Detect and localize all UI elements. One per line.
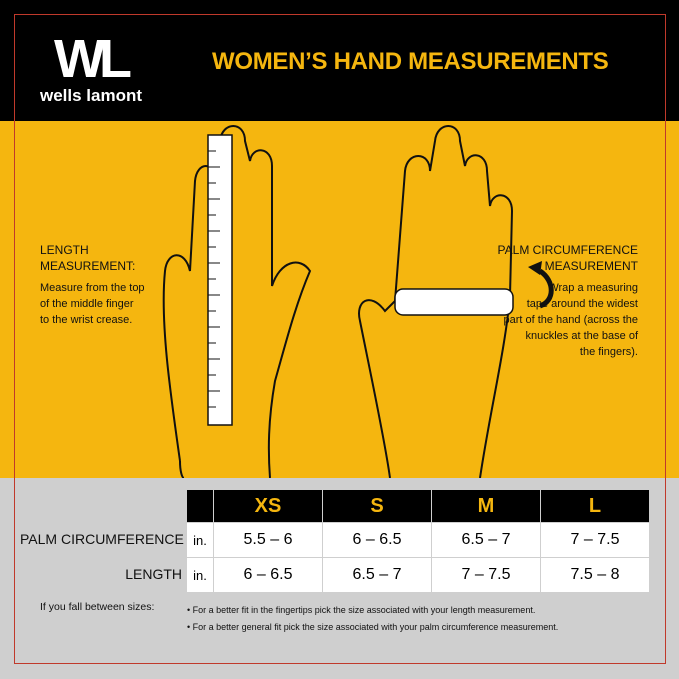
table-row: in. 6 – 6.5 6.5 – 7 7 – 7.5 7.5 – 8 <box>186 557 650 593</box>
size-m: M <box>431 489 541 523</box>
size-xs: XS <box>213 489 323 523</box>
wrap-arrowhead-icon <box>528 261 542 275</box>
unit: in. <box>186 522 214 558</box>
length-heading-1: LENGTH <box>40 243 89 257</box>
palm-line: the fingers). <box>579 346 638 358</box>
palm-line: tape around the widest <box>526 298 638 310</box>
left-hand-icon <box>162 125 312 478</box>
between-sizes-label: If you fall between sizes: <box>40 601 155 613</box>
cell: 6.5 – 7 <box>431 522 541 558</box>
table-row: in. 5.5 – 6 6 – 6.5 6.5 – 7 7 – 7.5 <box>186 522 650 558</box>
note-bullet: • For a better general fit pick the size… <box>187 622 559 632</box>
wrap-arrow-icon <box>538 268 554 309</box>
hands-illustration <box>162 125 554 478</box>
cell: 7 – 7.5 <box>431 557 541 593</box>
note-bullet: • For a better fit in the fingertips pic… <box>187 605 536 615</box>
header-bar <box>0 0 679 121</box>
palm-line: knuckles at the base of <box>525 330 638 342</box>
cell: 7.5 – 8 <box>540 557 650 593</box>
unit: in. <box>186 557 214 593</box>
size-l: L <box>540 489 650 523</box>
palm-line: part of the hand (across the <box>503 314 638 326</box>
ruler-ticks <box>208 150 220 408</box>
cell: 7 – 7.5 <box>540 522 650 558</box>
length-line: Measure from the top <box>40 282 145 294</box>
palm-line: Wrap a measuring <box>548 282 638 294</box>
palm-heading-2: MEASUREMENT <box>544 259 638 273</box>
length-line: of the middle finger <box>40 298 134 310</box>
size-table: XS S M L in. 5.5 – 6 6 – 6.5 6.5 – 7 7 –… <box>186 489 650 593</box>
logo-letters: WL <box>54 29 132 89</box>
length-heading-2: MEASUREMENT: <box>40 259 136 273</box>
cell: 5.5 – 6 <box>213 522 323 558</box>
empty-header-cell <box>186 489 214 523</box>
ruler-icon <box>207 134 233 426</box>
wells-lamont-logo: WL wells lamont <box>40 28 200 108</box>
row-label-palm: PALM CIRCUMFERENCE <box>20 531 184 547</box>
length-label: LENGTH MEASUREMENT: Measure from the top… <box>40 242 160 328</box>
size-header-row: XS S M L <box>186 489 650 523</box>
length-line: to the wrist crease. <box>40 314 133 326</box>
logo-name: wells lamont <box>40 86 143 105</box>
cell: 6 – 6.5 <box>322 522 432 558</box>
measuring-tape-icon <box>394 288 514 316</box>
row-label-length: LENGTH <box>125 566 182 582</box>
between-sizes-notes: • For a better fit in the fingertips pic… <box>187 602 657 636</box>
page-title: WOMEN’S HAND MEASUREMENTS <box>212 48 609 75</box>
palm-label: PALM CIRCUMFERENCE MEASUREMENT Wrap a me… <box>478 242 638 360</box>
cell: 6.5 – 7 <box>322 557 432 593</box>
illustration-panel <box>0 121 679 478</box>
palm-heading-1: PALM CIRCUMFERENCE <box>497 243 638 257</box>
cell: 6 – 6.5 <box>213 557 323 593</box>
size-s: S <box>322 489 432 523</box>
